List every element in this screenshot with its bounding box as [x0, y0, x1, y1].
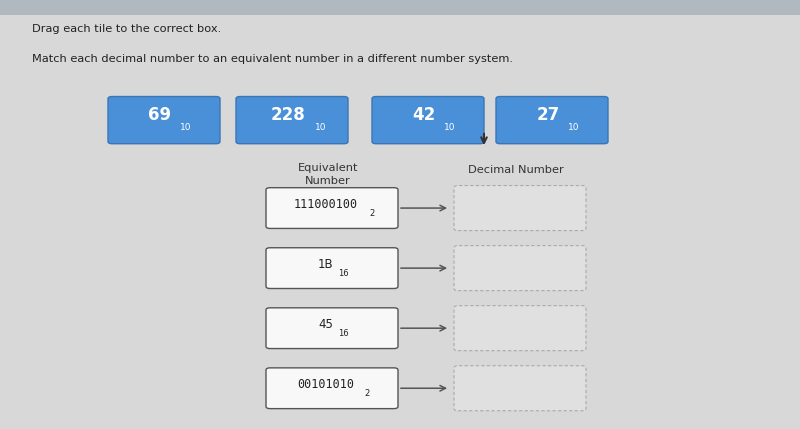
Text: 69: 69 — [149, 106, 171, 124]
Text: 111000100: 111000100 — [294, 198, 358, 211]
Text: 10: 10 — [568, 124, 579, 132]
Text: Decimal Number: Decimal Number — [468, 165, 564, 175]
Text: 00101010: 00101010 — [297, 378, 354, 391]
FancyBboxPatch shape — [454, 245, 586, 291]
Text: Match each decimal number to an equivalent number in a different number system.: Match each decimal number to an equivale… — [32, 54, 513, 63]
Text: 2: 2 — [365, 389, 370, 398]
Text: 10: 10 — [180, 124, 191, 132]
FancyBboxPatch shape — [0, 15, 800, 429]
Text: 2: 2 — [370, 209, 374, 218]
FancyBboxPatch shape — [236, 97, 348, 144]
Text: 16: 16 — [338, 329, 349, 338]
Text: Equivalent
Number: Equivalent Number — [298, 163, 358, 186]
FancyBboxPatch shape — [0, 0, 800, 15]
Text: 27: 27 — [536, 106, 560, 124]
Text: 228: 228 — [270, 106, 306, 124]
FancyBboxPatch shape — [266, 308, 398, 348]
Text: 16: 16 — [338, 269, 349, 278]
Text: 45: 45 — [318, 318, 333, 331]
FancyBboxPatch shape — [266, 248, 398, 288]
FancyBboxPatch shape — [266, 188, 398, 228]
Text: 42: 42 — [412, 106, 436, 124]
Text: 10: 10 — [315, 124, 326, 132]
Text: Drag each tile to the correct box.: Drag each tile to the correct box. — [32, 24, 222, 33]
FancyBboxPatch shape — [496, 97, 608, 144]
Text: 10: 10 — [444, 124, 455, 132]
FancyBboxPatch shape — [454, 185, 586, 230]
FancyBboxPatch shape — [266, 368, 398, 408]
FancyBboxPatch shape — [372, 97, 484, 144]
FancyBboxPatch shape — [454, 366, 586, 411]
FancyBboxPatch shape — [108, 97, 220, 144]
Text: 1B: 1B — [318, 258, 334, 271]
FancyBboxPatch shape — [454, 305, 586, 351]
